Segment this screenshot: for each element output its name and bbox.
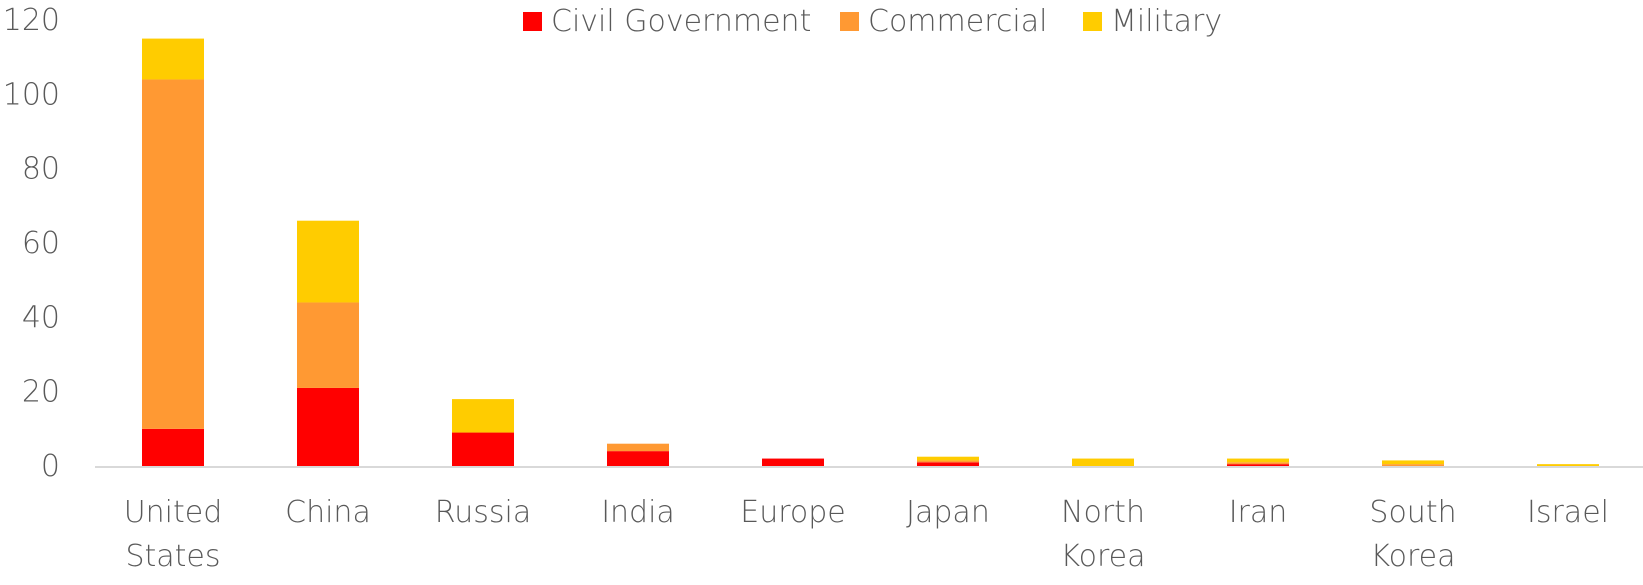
x-category-label: United States — [124, 495, 223, 574]
legend-item: Military — [1083, 4, 1222, 39]
bar-segment — [1227, 458, 1289, 463]
bar-segment — [1382, 464, 1444, 466]
x-category-label-line: China — [285, 495, 371, 530]
x-category-label-line: North — [1061, 495, 1145, 530]
bar-segment — [762, 458, 824, 466]
x-category-label: South Korea — [1369, 495, 1456, 574]
x-category-label-line: Japan — [906, 495, 990, 530]
legend-label: Commercial — [868, 4, 1047, 39]
x-category-label: Iran — [1229, 495, 1288, 530]
bar-segment — [917, 462, 979, 466]
x-category-label: China — [285, 495, 371, 530]
bar-segment — [297, 302, 359, 388]
x-category-label: North Korea — [1060, 495, 1145, 574]
legend-label: Civil Government — [551, 4, 811, 39]
y-tick-label: 60 — [22, 226, 60, 261]
y-axis: 0 20 40 60 80 100 120 — [3, 3, 60, 484]
bar-segment — [452, 432, 514, 466]
legend-item: Commercial — [840, 4, 1047, 39]
x-axis: United States China Russia India Europe Japan N… — [124, 495, 1609, 574]
bar-segment — [142, 79, 204, 429]
bar-segment — [297, 387, 359, 466]
bar-segment — [297, 220, 359, 303]
legend-label: Military — [1111, 4, 1222, 39]
legend-swatch — [523, 12, 542, 31]
x-category-label-line: Israel — [1527, 495, 1609, 530]
x-category-label: Europe — [740, 495, 846, 530]
x-category-label-line: Korea — [1060, 539, 1145, 574]
x-category-label-line: States — [125, 539, 220, 574]
y-tick-label: 20 — [22, 375, 60, 410]
bar-segment — [1072, 458, 1134, 466]
x-category-label-line: United — [124, 495, 223, 530]
bar-segment — [142, 38, 204, 80]
bar-segment — [607, 451, 669, 466]
x-category-label-line: Europe — [740, 495, 846, 530]
x-category-label-line: Iran — [1229, 495, 1288, 530]
bar-segment — [142, 428, 204, 466]
y-tick-label: 120 — [3, 3, 60, 38]
legend-item: Civil Government — [523, 4, 811, 39]
bar-segment — [1537, 464, 1599, 466]
legend-swatch — [1083, 12, 1102, 31]
x-category-label: Russia — [435, 495, 532, 530]
x-category-label-line: India — [601, 495, 675, 530]
y-tick-label: 40 — [22, 300, 60, 335]
bar-segment — [1382, 460, 1444, 465]
y-tick-label: 80 — [22, 152, 60, 187]
bar-segment — [1227, 464, 1289, 466]
bar-segment — [1227, 462, 1289, 465]
y-tick-label: 100 — [3, 77, 60, 112]
x-category-label-line: South — [1369, 495, 1456, 530]
bar-segment — [607, 443, 669, 452]
x-category-label: Japan — [906, 495, 990, 530]
x-category-label: India — [601, 495, 675, 530]
chart-legend: Civil Government Commercial Military — [523, 4, 1222, 39]
x-category-label: Israel — [1527, 495, 1609, 530]
y-tick-label: 0 — [41, 449, 60, 484]
bar-segment — [917, 456, 979, 461]
bar-segment — [917, 460, 979, 463]
x-category-label-line: Korea — [1370, 539, 1455, 574]
bar-segment — [452, 399, 514, 433]
bars-group — [142, 38, 1599, 466]
x-category-label-line: Russia — [435, 495, 532, 530]
legend-swatch — [840, 12, 859, 31]
